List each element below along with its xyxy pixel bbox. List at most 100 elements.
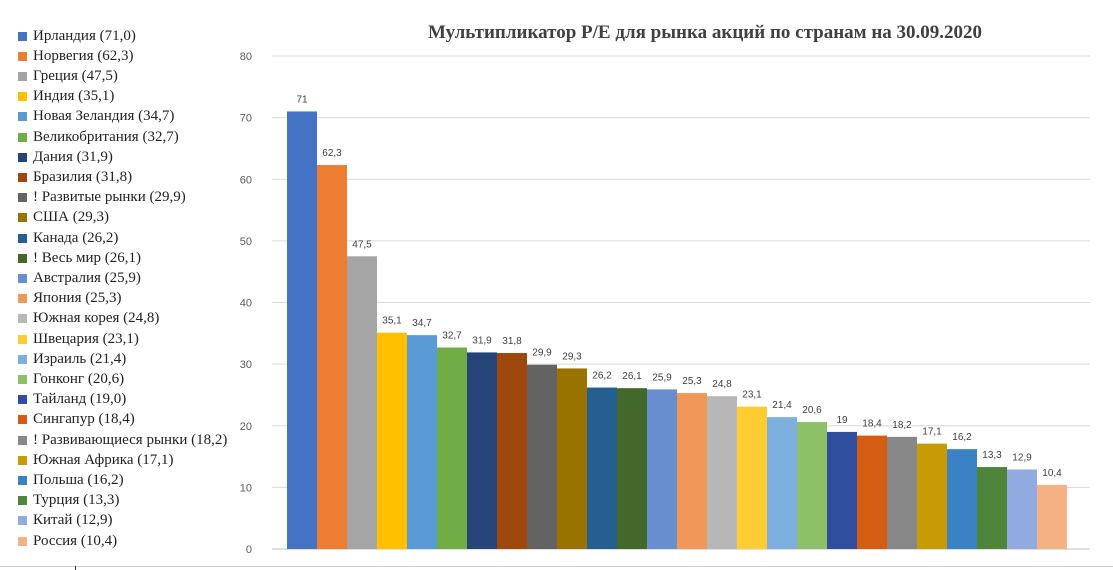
legend-item: Дания (31,9) [18, 147, 113, 167]
bar [377, 332, 407, 549]
data-label: 35,1 [382, 316, 402, 327]
bar [407, 335, 437, 549]
legend-item: Бразилия (31,8) [18, 167, 132, 187]
legend-swatch [18, 233, 27, 243]
bar [707, 396, 737, 549]
legend-label: Турция (13,3) [33, 492, 120, 509]
legend-label: США (29,3) [33, 209, 109, 226]
legend-item: ! Развитые рынки (29,9) [18, 188, 186, 208]
data-label: 24,8 [712, 379, 732, 390]
data-label: 31,8 [502, 336, 522, 347]
legend-swatch [18, 435, 27, 445]
legend-swatch [18, 334, 27, 344]
legend-item: Россия (10,4) [18, 531, 117, 551]
legend-item: Япония (25,3) [18, 289, 121, 309]
data-label: 71 [296, 94, 308, 105]
bar [527, 364, 557, 549]
legend-item: Сингапур (18,4) [18, 410, 135, 430]
legend-label: Израиль (21,4) [33, 350, 127, 367]
legend-label: Гонконг (20,6) [33, 370, 125, 387]
legend-item: Турция (13,3) [18, 491, 119, 511]
legend-swatch [18, 193, 27, 203]
legend-label: Норвегия (62,3) [33, 47, 134, 64]
legend-label: Бразилия (31,8) [33, 168, 133, 185]
data-label: 31,9 [472, 335, 492, 346]
legend-item: Гонконг (20,6) [18, 369, 124, 389]
legend-item: ! Развивающиеся рынки (18,2) [18, 430, 227, 450]
legend-item: Южная корея (24,8) [18, 309, 159, 329]
data-label: 62,3 [322, 148, 342, 159]
y-tick-label: 70 [240, 113, 252, 125]
legend-item: Тайланд (19,0) [18, 390, 126, 410]
legend-label: Ирландия (71,0) [33, 27, 136, 44]
legend-item: Греция (47,5) [18, 66, 118, 86]
legend-swatch [18, 112, 27, 122]
data-label: 16,2 [952, 432, 972, 443]
legend-label: Великобритания (32,7) [33, 128, 179, 145]
legend-label: Австралия (25,9) [33, 269, 141, 286]
y-tick-label: 30 [240, 359, 252, 371]
bar [887, 436, 917, 549]
bar [287, 111, 317, 550]
data-label: 20,6 [802, 405, 822, 416]
bar [767, 417, 797, 549]
bar [497, 353, 527, 549]
legend-label: Швецария (23,1) [33, 330, 139, 347]
legend-label: Япония (25,3) [33, 290, 122, 307]
legend-swatch [18, 51, 27, 61]
data-label: 26,2 [592, 371, 612, 382]
data-label: 19 [836, 415, 848, 426]
legend-item: Швецария (23,1) [18, 329, 139, 349]
data-label: 32,7 [442, 330, 462, 341]
bar [917, 443, 947, 549]
legend-swatch [18, 395, 27, 405]
bar [947, 449, 977, 549]
data-label: 23,1 [742, 390, 762, 401]
legend-label: ! Развивающиеся рынки (18,2) [33, 431, 228, 448]
legend-item: Ирландия (71,0) [18, 26, 136, 46]
legend-item: Австралия (25,9) [18, 268, 141, 288]
legend-label: Канада (26,2) [33, 229, 119, 246]
legend-item: Новая Зеландия (34,7) [18, 107, 174, 127]
legend-swatch [18, 31, 27, 41]
data-label: 12,9 [1012, 453, 1032, 464]
legend-label: ! Весь мир (26,1) [33, 249, 142, 266]
legend-item: ! Весь мир (26,1) [18, 248, 141, 268]
data-label: 29,3 [562, 351, 582, 362]
legend-label: Китай (12,9) [33, 512, 113, 529]
legend-label: Новая Зеландия (34,7) [33, 108, 175, 125]
data-label: 25,3 [682, 376, 702, 387]
bar [857, 435, 887, 549]
bar [827, 431, 857, 549]
bar [1037, 484, 1067, 549]
bar [617, 388, 647, 549]
legend-label: Южная корея (24,8) [33, 310, 160, 327]
bar [347, 256, 377, 549]
bar [677, 393, 707, 549]
legend-item: Индия (35,1) [18, 87, 114, 107]
legend-swatch [18, 294, 27, 304]
legend-swatch [18, 132, 27, 142]
legend-item: Китай (12,9) [18, 511, 112, 531]
data-label: 26,1 [622, 371, 642, 382]
chart-title: Мультипликатор P/E для рынка акций по ст… [427, 22, 983, 43]
legend-swatch [18, 455, 27, 465]
y-tick-label: 50 [240, 236, 252, 248]
legend-swatch [18, 314, 27, 324]
legend-item: Южная Африка (17,1) [18, 450, 174, 470]
y-tick-label: 20 [240, 421, 252, 433]
legend-swatch [18, 536, 27, 546]
y-tick-label: 40 [240, 298, 252, 310]
bar [977, 467, 1007, 549]
legend-label: Россия (10,4) [33, 532, 118, 549]
y-tick-label: 0 [246, 544, 252, 556]
legend-label: Сингапур (18,4) [33, 411, 135, 428]
data-label: 13,3 [982, 450, 1002, 461]
legend-swatch [18, 273, 27, 283]
y-tick-label: 80 [240, 51, 252, 63]
bar [737, 406, 767, 549]
legend-swatch [18, 92, 27, 102]
legend-swatch [18, 71, 27, 81]
